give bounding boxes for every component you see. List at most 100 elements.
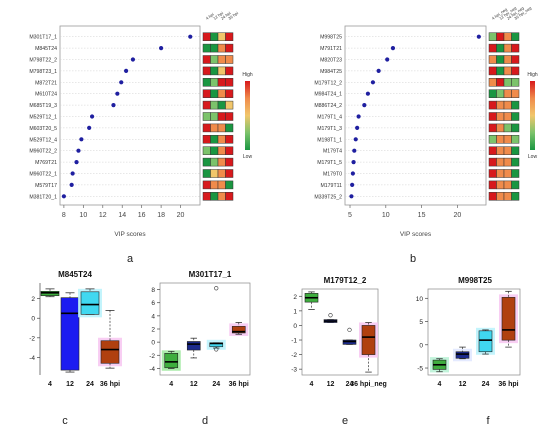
metabolite-label: M381T20_1 xyxy=(29,194,57,200)
heatmap-cell xyxy=(503,78,512,87)
metabolite-label: M886T24_2 xyxy=(314,103,342,109)
heatmap-cell xyxy=(503,169,512,178)
metabolite-label: M339T25_2 xyxy=(314,194,342,200)
x-tick-label: 16 xyxy=(138,212,146,219)
heatmap-cell xyxy=(202,180,211,190)
heatmap-column-label: 36 hpi xyxy=(227,10,239,20)
heatmap-cell xyxy=(210,43,219,53)
heatmap-cell xyxy=(488,112,497,121)
heatmap-cell xyxy=(225,89,234,98)
box xyxy=(164,353,179,369)
heatmap-cell xyxy=(496,89,505,98)
heatmap-cell xyxy=(217,32,226,41)
heatmap-cell xyxy=(488,157,497,167)
heatmap-cell xyxy=(210,32,219,41)
metabolite-label: M529T12_4 xyxy=(29,137,57,143)
box xyxy=(455,351,470,359)
y-tick-label: -2 xyxy=(149,353,155,360)
heatmap-cell xyxy=(496,123,505,133)
x-tick-label: 20 xyxy=(453,212,461,219)
heatmap-cell xyxy=(217,89,226,98)
metabolite-label: M610T24 xyxy=(35,92,57,98)
box xyxy=(361,325,376,355)
heatmap-cell xyxy=(488,100,497,110)
heatmap-cell xyxy=(225,100,234,110)
heatmap-cell xyxy=(210,89,219,98)
legend-high-label: High xyxy=(527,72,538,78)
metabolite-label: M960T22_2 xyxy=(29,149,57,155)
heatmap-cell xyxy=(225,180,234,190)
heatmap-cell xyxy=(488,78,497,87)
x-tick-label: 10 xyxy=(382,212,390,219)
y-tick-label: 4 xyxy=(151,313,155,320)
outlier-point xyxy=(347,327,352,332)
heatmap-cell xyxy=(503,146,512,155)
panel-letter: b xyxy=(410,253,416,265)
heatmap-cell xyxy=(488,66,497,76)
vip-point xyxy=(349,194,354,199)
heatmap-cell xyxy=(217,135,226,144)
vip-point xyxy=(69,182,74,187)
metabolite-label: M685T19_3 xyxy=(29,103,57,109)
box xyxy=(60,297,80,371)
heatmap-cell xyxy=(503,100,512,110)
heatmap-cell xyxy=(511,55,520,64)
metabolite-label: M179T11 xyxy=(320,183,342,189)
vip-point xyxy=(61,194,66,199)
x-tick-label: 20 xyxy=(177,212,185,219)
vip-point xyxy=(115,91,120,96)
heatmap-cell xyxy=(511,89,520,98)
metabolite-label: M872T21 xyxy=(35,80,57,86)
panel-letter: a xyxy=(127,253,134,265)
x-tick-label: 5 xyxy=(348,212,352,219)
x-tick-label: 24 xyxy=(86,381,94,388)
heatmap-cell xyxy=(210,66,219,76)
heatmap-cell xyxy=(511,100,520,110)
x-tick-label: 8 xyxy=(62,212,66,219)
chart-title: M845T24 xyxy=(58,270,92,279)
vip-point xyxy=(390,46,396,51)
vip-point xyxy=(365,91,371,96)
legend-colorbar xyxy=(530,81,535,150)
heatmap-cell xyxy=(488,180,497,190)
heatmap-cell xyxy=(210,78,219,87)
heatmap-cell xyxy=(217,157,226,167)
heatmap-cell xyxy=(511,180,520,190)
heatmap-cell xyxy=(210,123,219,133)
legend-low-label: Low xyxy=(528,154,538,160)
chart-title: M998T25 xyxy=(458,276,492,285)
heatmap-cell xyxy=(496,66,505,76)
plot-frame xyxy=(344,25,487,206)
heatmap-cell xyxy=(217,192,226,201)
x-tick-label: 36 hpi xyxy=(229,381,249,388)
heatmap-cell xyxy=(503,192,512,201)
vip-point xyxy=(362,103,367,108)
heatmap-cell xyxy=(496,135,505,144)
outlier-point xyxy=(214,286,219,291)
heatmap-cell xyxy=(225,157,234,167)
heatmap-cell xyxy=(202,169,211,178)
heatmap-cell xyxy=(496,43,505,53)
x-tick-label: 24 xyxy=(346,381,354,388)
heatmap-cell xyxy=(496,55,505,64)
x-tick-label: 12 xyxy=(327,381,335,388)
metabolite-label: M198T1_1 xyxy=(317,137,342,143)
x-tick-label: 4 xyxy=(310,381,314,388)
heatmap-column-label: 12 hpi xyxy=(212,10,224,20)
vip-point xyxy=(353,137,358,142)
y-tick-label: 2 xyxy=(31,296,35,303)
heatmap-cell xyxy=(202,55,211,64)
y-tick-label: 10 xyxy=(416,296,424,303)
vip-point xyxy=(76,148,81,153)
heatmap-cell xyxy=(225,66,234,76)
heatmap-cell xyxy=(511,169,520,178)
heatmap-cell xyxy=(496,78,505,87)
heatmap-cell xyxy=(202,123,211,133)
metabolite-label: M791T21 xyxy=(320,46,342,52)
heatmap-cell xyxy=(202,43,211,53)
heatmap-cell xyxy=(488,43,497,53)
heatmap-column-label: 24 hpi xyxy=(220,10,232,20)
